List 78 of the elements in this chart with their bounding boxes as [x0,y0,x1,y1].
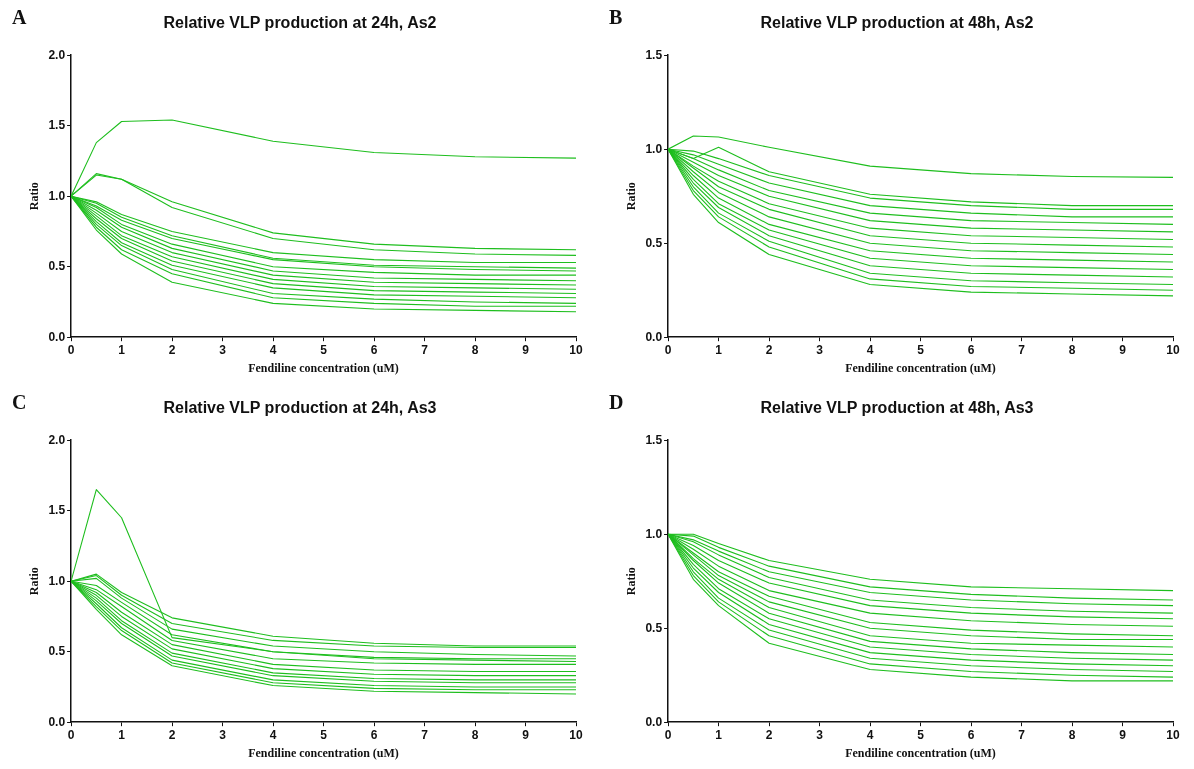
y-tick-label: 0.0 [645,329,663,344]
x-tick-label: 9 [1119,342,1127,357]
x-tick-label: 10 [569,342,583,357]
chart-title: Relative VLP production at 48h, As3 [760,399,1034,417]
x-tick-label: 4 [866,342,874,357]
x-tick-label: 1 [715,342,723,357]
x-tick-label: 5 [917,727,925,742]
x-tick-label: 10 [1166,727,1180,742]
x-tick-label: 6 [967,727,975,742]
x-tick-label: 4 [269,727,277,742]
x-axis-title: Fendiline concentration (uM) [845,360,996,375]
y-tick-label: 1.5 [645,47,663,62]
x-tick-label: 10 [569,727,583,742]
x-tick-label: 2 [168,342,176,357]
x-tick-label: 4 [269,342,277,357]
x-tick-label: 7 [1018,727,1026,742]
y-tick-label: 0.0 [48,329,66,344]
y-axis-title: Ratio [624,182,639,211]
y-tick-label: 2.0 [48,432,66,447]
x-tick-label: 9 [522,727,530,742]
chart-title: Relative VLP production at 48h, As2 [760,14,1034,32]
y-tick-label: 0.5 [48,644,66,659]
y-tick-label: 1.0 [645,141,663,156]
y-tick-label: 0.5 [48,259,66,274]
x-tick-label: 10 [1166,342,1180,357]
y-tick-label: 0.0 [645,714,663,729]
x-tick-label: 6 [967,342,975,357]
x-tick-label: 8 [1068,342,1076,357]
x-tick-label: 1 [715,727,723,742]
y-axis-title: Ratio [624,567,639,596]
x-tick-label: 7 [421,342,429,357]
x-tick-label: 5 [320,727,328,742]
y-tick-label: 0.0 [48,714,66,729]
x-tick-label: 9 [522,342,530,357]
x-tick-label: 4 [866,727,874,742]
x-tick-label: 6 [370,342,378,357]
x-tick-label: 7 [421,727,429,742]
chart-title: Relative VLP production at 24h, As2 [163,14,437,32]
x-tick-label: 9 [1119,727,1127,742]
x-tick-label: 1 [118,342,126,357]
y-tick-label: 1.0 [645,526,663,541]
x-tick-label: 0 [664,727,672,742]
x-tick-label: 5 [320,342,328,357]
x-tick-label: 1 [118,727,126,742]
text: B [609,6,623,29]
x-tick-label: 0 [67,727,75,742]
y-axis-title: Ratio [27,182,42,211]
x-tick-label: 5 [917,342,925,357]
text: D [609,391,624,414]
x-axis-title: Fendiline concentration (uM) [248,745,399,760]
y-tick-label: 1.5 [48,118,66,133]
y-tick-label: 1.0 [48,188,66,203]
y-tick-label: 1.5 [645,432,663,447]
text: C [12,391,27,414]
x-tick-label: 8 [471,727,479,742]
chart-title: Relative VLP production at 24h, As3 [163,399,437,417]
x-tick-label: 2 [168,727,176,742]
x-tick-label: 0 [664,342,672,357]
y-tick-label: 1.0 [48,573,66,588]
y-tick-label: 2.0 [48,47,66,62]
y-tick-label: 1.5 [48,503,66,518]
x-tick-label: 3 [219,727,227,742]
x-tick-label: 2 [765,727,773,742]
x-tick-label: 3 [816,342,824,357]
x-tick-label: 8 [471,342,479,357]
y-axis-title: Ratio [27,567,42,596]
x-tick-label: 8 [1068,727,1076,742]
x-tick-label: 7 [1018,342,1026,357]
y-tick-label: 0.5 [645,620,663,635]
x-tick-label: 2 [765,342,773,357]
x-tick-label: 6 [370,727,378,742]
text: A [12,6,27,29]
x-tick-label: 3 [816,727,824,742]
y-tick-label: 0.5 [645,235,663,250]
x-tick-label: 3 [219,342,227,357]
x-axis-title: Fendiline concentration (uM) [845,745,996,760]
x-axis-title: Fendiline concentration (uM) [248,360,399,375]
x-tick-label: 0 [67,342,75,357]
